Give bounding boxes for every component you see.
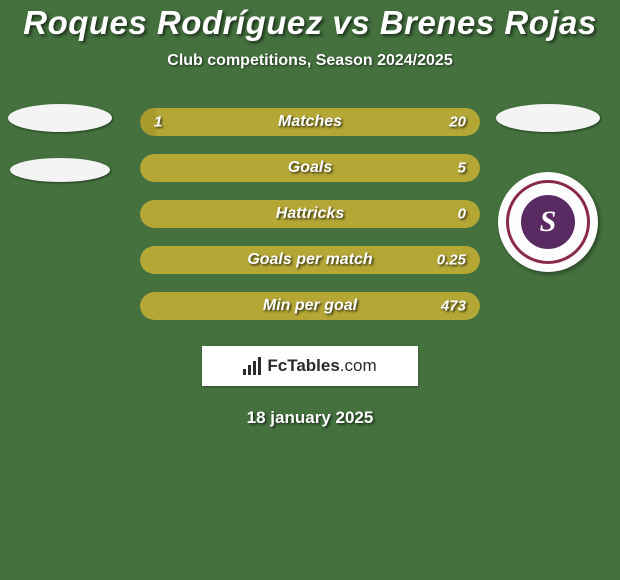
stat-label: Min per goal (263, 297, 357, 315)
stat-bars: Matches 1 20 Goals 5 Hattricks 0 Goals per matc… (140, 108, 480, 320)
club-badge-letter: S (540, 205, 557, 239)
stat-value-left: 1 (154, 114, 162, 131)
brand-name-bold: FcTables (267, 356, 339, 375)
club-badge-core: S (521, 195, 575, 249)
stat-value-right: 0.25 (437, 252, 466, 269)
brand-name-light: .com (340, 356, 377, 375)
stat-value-right: 5 (458, 160, 466, 177)
stat-bar-row: Hattricks 0 (140, 200, 480, 228)
date-text: 18 january 2025 (247, 408, 374, 428)
club-badge-ring: S (506, 180, 590, 264)
stat-label: Goals per match (247, 251, 372, 269)
brand-text: FcTables.com (267, 356, 376, 376)
stat-bar-row: Matches 1 20 (140, 108, 480, 136)
stat-value-right: 0 (458, 206, 466, 223)
club-badge: S (498, 172, 598, 272)
stat-bar-row: Min per goal 473 (140, 292, 480, 320)
player-left-placeholder (8, 104, 112, 182)
stat-label: Goals (288, 159, 332, 177)
stat-label: Matches (278, 113, 342, 131)
stat-label: Hattricks (276, 205, 344, 223)
stat-value-right: 20 (449, 114, 466, 131)
player-right-placeholder: S (496, 104, 600, 272)
ellipse-icon (10, 158, 110, 182)
stat-bar-row: Goals per match 0.25 (140, 246, 480, 274)
ellipse-icon (496, 104, 600, 132)
bar-chart-icon (243, 357, 263, 375)
comparison-area: S Matches 1 20 Goals 5 Hattricks 0 Goals per ma… (0, 108, 620, 428)
brand-box[interactable]: FcTables.com (202, 346, 418, 386)
ellipse-icon (8, 104, 112, 132)
subtitle: Club competitions, Season 2024/2025 (167, 52, 452, 70)
stat-bar-row: Goals 5 (140, 154, 480, 182)
page-title: Roques Rodríguez vs Brenes Rojas (23, 4, 596, 42)
page: Roques Rodríguez vs Brenes Rojas Club co… (0, 0, 620, 580)
stat-value-right: 473 (441, 298, 466, 315)
